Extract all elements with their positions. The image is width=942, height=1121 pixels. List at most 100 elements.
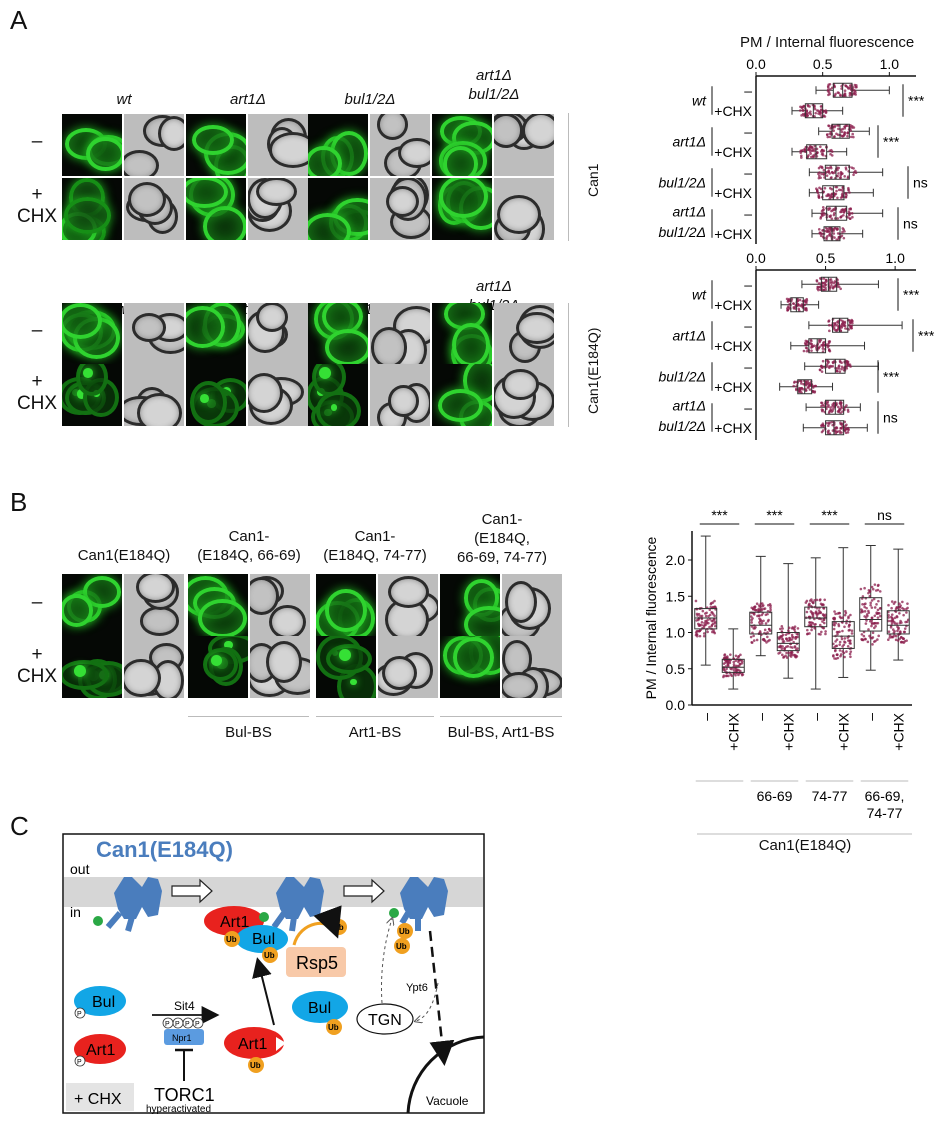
condition-label: +CHX xyxy=(714,103,752,119)
row-label-b-minus: – xyxy=(31,592,43,613)
svg-text:P: P xyxy=(175,1021,180,1028)
brightfield-image xyxy=(494,364,554,426)
box-b-5 xyxy=(831,547,855,678)
box-5 xyxy=(808,185,874,201)
fluorescence-image xyxy=(308,303,368,365)
row-label-minus-2: – xyxy=(31,320,43,341)
bul-mid xyxy=(292,991,348,1023)
strain-header-2: bul1/2Δ xyxy=(344,91,396,108)
strain-label: art1Δ xyxy=(672,328,706,344)
brightfield-image xyxy=(370,178,430,240)
art1-mid xyxy=(224,1027,284,1059)
box-1 xyxy=(780,297,820,313)
brightfield-image xyxy=(124,114,184,176)
ub-1 xyxy=(224,931,240,947)
box-b-1 xyxy=(721,628,745,690)
x-tick-label: 1.0 xyxy=(880,56,900,72)
box-6 xyxy=(805,399,861,415)
significance-b: *** xyxy=(766,507,783,523)
chart-a-title: PM / Internal fluorescence xyxy=(740,34,915,51)
box-b-6 xyxy=(859,545,883,671)
condition-label: – xyxy=(744,399,752,415)
fluorescence-image xyxy=(186,114,246,176)
fluorescence-image xyxy=(188,574,248,636)
significance-label: ns xyxy=(883,410,898,426)
y-tick-label: 1.5 xyxy=(666,588,686,604)
can1-transporter-1 xyxy=(93,877,162,932)
x-tick-label: 1.0 xyxy=(885,250,905,266)
brightfield-image xyxy=(248,178,308,240)
chx-box xyxy=(66,1083,134,1111)
box-7 xyxy=(802,420,868,436)
rsp5-arrow xyxy=(292,905,342,946)
box-b-7 xyxy=(886,548,910,661)
condition-label-b: +CHX xyxy=(780,712,796,750)
group-label: 66-69 xyxy=(757,788,793,804)
condition-label-b: +CHX xyxy=(725,712,741,750)
significance-label: ns xyxy=(903,216,918,232)
x-tick-label: 0.5 xyxy=(816,250,836,266)
can1-transporter-3 xyxy=(399,877,448,931)
fluorescence-image xyxy=(62,636,122,698)
panel-b-label: B xyxy=(10,487,28,517)
condition-label: – xyxy=(744,317,752,333)
fluorescence-image xyxy=(62,364,122,426)
construct-header-3: Can1- (E184Q, 66-69, 74-77) xyxy=(456,511,548,566)
footer-bul-art1-bs: Bul-BS, Art1-BS xyxy=(447,724,555,741)
brightfield-image xyxy=(378,574,438,636)
brightfield-image xyxy=(494,114,554,176)
brightfield-image xyxy=(494,303,554,365)
condition-label: +CHX xyxy=(714,144,752,160)
svg-text:Bul: Bul xyxy=(308,1000,331,1017)
condition-label-b: – xyxy=(863,713,879,721)
strain-label: bul1/2Δ xyxy=(658,175,706,191)
fluorescence-image xyxy=(316,636,376,698)
brightfield-image xyxy=(370,364,430,426)
x-tick-label: 0.0 xyxy=(746,250,766,266)
fluorescence-image xyxy=(440,574,500,636)
svg-text:Ub: Ub xyxy=(396,942,407,951)
strain-header-0: wt xyxy=(116,91,132,108)
fluorescence-image xyxy=(432,364,492,426)
strain-label: bul1/2Δ xyxy=(658,369,706,385)
y-tick-label: 1.0 xyxy=(666,625,686,641)
endocytosis-arrow xyxy=(428,930,455,1066)
fluorescence-image xyxy=(432,178,492,240)
art1-free xyxy=(74,1034,126,1064)
box-6 xyxy=(811,205,884,221)
fluorescence-image xyxy=(308,178,368,240)
svg-text:Art1: Art1 xyxy=(86,1042,115,1059)
svg-text:+ CHX: + CHX xyxy=(74,1091,122,1108)
fluorescence-image xyxy=(62,114,122,176)
fluorescence-image xyxy=(62,178,122,240)
hollow-arrow-1 xyxy=(171,878,213,904)
brightfield-image xyxy=(378,636,438,698)
svg-text:Art1: Art1 xyxy=(220,914,249,931)
side-label-can1-e184q: Can1(E184Q) xyxy=(585,327,601,414)
svg-text:hyperactivated: hyperactivated xyxy=(146,1104,211,1115)
significance-label: *** xyxy=(883,134,900,150)
footer-art1-bs: Art1-BS xyxy=(348,724,402,741)
fluorescence-image xyxy=(316,574,376,636)
group-label: 74-77 xyxy=(812,788,848,804)
strain-header-1: art1Δ xyxy=(230,91,266,108)
brightfield-image xyxy=(250,574,310,636)
condition-label: – xyxy=(744,123,752,139)
svg-text:Vacuole: Vacuole xyxy=(426,1094,469,1108)
brightfield-image xyxy=(124,574,184,636)
panel-c-label: C xyxy=(10,811,29,841)
svg-text:Ub: Ub xyxy=(328,1023,339,1032)
svg-text:art1Δ: art1Δ xyxy=(672,397,706,413)
svg-text:Ub: Ub xyxy=(226,935,237,944)
panel-c-diagram: out in Can1(E184Q) Art1 Bul Ub Ub Ub Rsp… xyxy=(62,833,485,1115)
side-label-can1: Can1 xyxy=(585,163,601,197)
box-4 xyxy=(804,358,879,374)
box-2 xyxy=(818,123,870,139)
significance-label: *** xyxy=(908,93,925,109)
brightfield-image xyxy=(502,574,562,636)
condition-label-b: – xyxy=(698,713,714,721)
svg-text:P: P xyxy=(185,1021,190,1028)
box-b-0 xyxy=(694,535,718,666)
construct-header-2: Can1- (E184Q, 74-77) xyxy=(323,528,427,564)
vacuole-membrane xyxy=(406,1035,485,1114)
